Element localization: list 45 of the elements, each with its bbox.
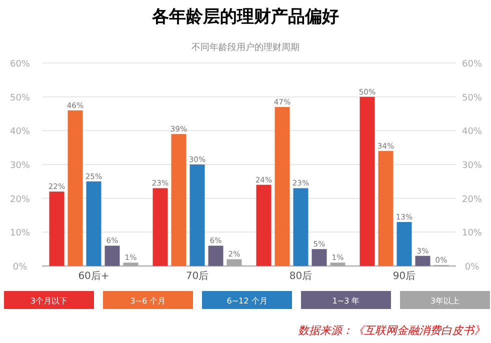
bar	[190, 164, 205, 266]
y-tick-label: 50%	[10, 93, 30, 104]
chart-title: 各年龄层的理财产品偏好	[151, 7, 339, 27]
y2-tick-label: 60%	[462, 60, 482, 70]
x-tick-label: 80后	[289, 270, 312, 282]
bar	[152, 188, 168, 266]
text: 3年以上	[430, 296, 460, 306]
text: 6~12 个月	[226, 296, 268, 306]
bar	[415, 256, 430, 266]
bar	[208, 246, 224, 266]
x-tick-label: 60后+	[78, 270, 110, 282]
bar	[256, 184, 272, 266]
y2-tick-label: 50%	[462, 93, 482, 104]
y2-tick-label: 20%	[462, 194, 482, 205]
bar	[86, 181, 102, 266]
bar	[274, 106, 290, 266]
bar	[171, 134, 186, 266]
y2-tick-label: 40%	[462, 127, 482, 138]
y-tick-label: 40%	[10, 127, 30, 138]
y2-tick-label: 30%	[462, 161, 482, 171]
bar	[49, 192, 64, 266]
text: 3个月以下	[30, 296, 68, 306]
bar	[396, 222, 412, 266]
bar	[330, 262, 346, 266]
x-tick-label: 90后	[392, 270, 416, 282]
text: 1~3 年	[332, 296, 360, 306]
x-tick-label: 70后	[186, 270, 209, 282]
y-tick-label: 0%	[12, 262, 28, 272]
chart-subtitle: 不同年龄段用户的理财周期	[192, 42, 300, 53]
y-tick-label: 30%	[10, 161, 30, 171]
bar	[123, 262, 138, 266]
y-tick-label: 10%	[10, 228, 30, 239]
source-note: 数据来源：《互联网金融消费白皮书》	[298, 324, 485, 337]
bar	[378, 150, 394, 266]
bar	[104, 246, 120, 266]
bar	[312, 249, 327, 266]
bar	[293, 188, 308, 266]
y2-tick-label: 10%	[462, 228, 482, 239]
bar	[360, 96, 375, 266]
bar	[226, 259, 242, 266]
y2-tick-label: 0%	[464, 262, 480, 272]
y-tick-label: 60%	[10, 60, 30, 70]
text: 3~6 个月	[130, 296, 166, 306]
y-tick-label: 20%	[10, 194, 30, 205]
bar	[68, 110, 83, 266]
